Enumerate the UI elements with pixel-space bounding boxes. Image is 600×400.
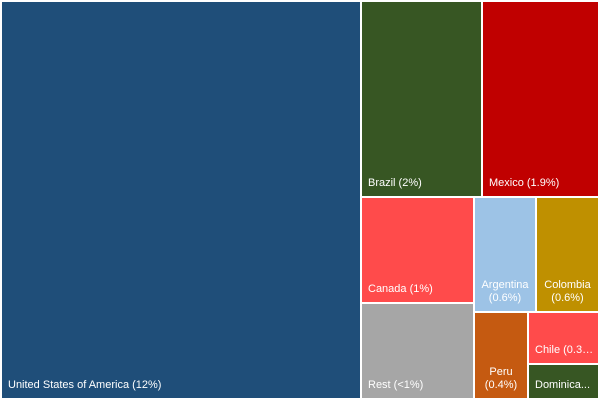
label-peru: Peru (0.4%) xyxy=(484,366,518,391)
label-brazil: Brazil (2%) xyxy=(368,177,422,189)
label-mexico: Mexico (1.9%) xyxy=(489,177,560,189)
label-colombia: Colombia (0.6%) xyxy=(544,279,591,304)
label-chile: Chile (0.3%) xyxy=(535,344,594,356)
tile-colombia: Colombia (0.6%) xyxy=(537,198,598,311)
tile-rest: Rest (<1%) xyxy=(362,304,473,398)
label-rest: Rest (<1%) xyxy=(368,379,424,391)
tile-brazil: Brazil (2%) xyxy=(362,2,481,196)
tile-canada: Canada (1%) xyxy=(362,198,473,302)
label-argentina: Argentina (0.6%) xyxy=(481,279,529,304)
label-dominican: Dominica... xyxy=(535,379,591,391)
label-canada: Canada (1%) xyxy=(368,283,433,295)
label-usa: United States of America (12%) xyxy=(8,379,162,391)
tile-mexico: Mexico (1.9%) xyxy=(483,2,598,196)
tile-peru: Peru (0.4%) xyxy=(475,313,527,398)
tile-chile: Chile (0.3%) xyxy=(529,313,598,363)
tile-argentina: Argentina (0.6%) xyxy=(475,198,535,311)
tile-dominican: Dominica... xyxy=(529,365,598,398)
tile-usa: United States of America (12%) xyxy=(2,2,360,398)
